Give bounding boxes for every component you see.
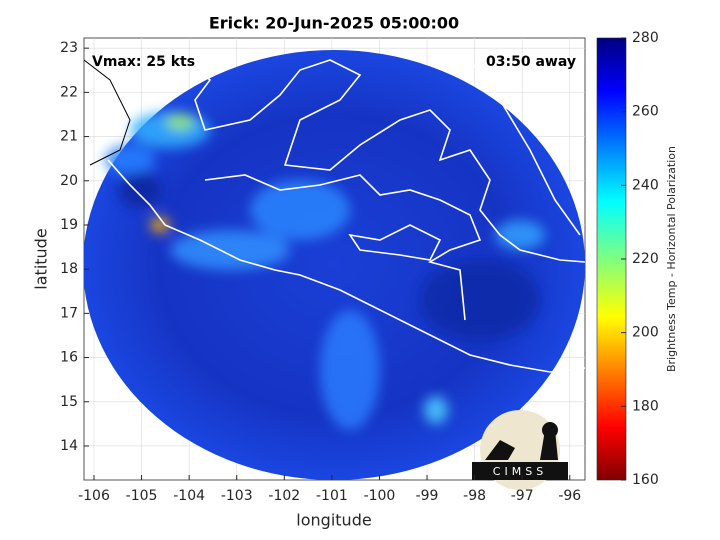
y-tick-label: 16 <box>60 350 78 366</box>
colorbar-tick-label: 260 <box>632 104 659 120</box>
colorbar-tick-label: 240 <box>632 177 659 193</box>
x-tick-label: -104 <box>173 488 205 504</box>
x-tick-label: -105 <box>126 488 158 504</box>
y-axis-label: latitude <box>32 228 51 289</box>
vmax-annotation: Vmax: 25 kts <box>92 54 195 70</box>
x-tick-label: -106 <box>78 488 110 504</box>
y-tick-label: 17 <box>60 305 78 321</box>
imagery <box>84 50 585 480</box>
colorbar-tick-label: 180 <box>632 398 659 414</box>
colorbar-tick-label: 220 <box>632 251 659 267</box>
colorbar-tick-label: 280 <box>632 30 659 46</box>
x-tick-label: -103 <box>221 488 253 504</box>
y-tick-label: 22 <box>60 84 78 100</box>
x-tick-label: -98 <box>463 488 486 504</box>
x-tick-label: -96 <box>558 488 581 504</box>
x-tick-label: -102 <box>268 488 300 504</box>
y-tick-label: 20 <box>60 173 78 189</box>
x-tick-label: -100 <box>364 488 396 504</box>
y-tick-label: 21 <box>60 129 78 145</box>
x-tick-label: -97 <box>511 488 534 504</box>
cimss-logo: CIMSS <box>472 410 568 490</box>
x-tick-label: -99 <box>416 488 439 504</box>
colorbar-tick-label: 160 <box>632 472 659 488</box>
distance-annotation: 03:50 away <box>486 54 576 70</box>
y-tick-label: 23 <box>60 40 78 56</box>
colorbar-tick-label: 200 <box>632 325 659 341</box>
y-tick-label: 18 <box>60 261 78 277</box>
y-tick-label: 14 <box>60 438 78 454</box>
x-tick-label: -101 <box>316 488 348 504</box>
map-title: Erick: 20-Jun-2025 05:00:00 <box>209 14 459 33</box>
logo-text: CIMSS <box>493 465 547 478</box>
y-tick-label: 19 <box>60 217 78 233</box>
y-tick-label: 15 <box>60 394 78 410</box>
colorbar-label: Brightness Temp - Horizontal Polarizatio… <box>665 146 678 372</box>
x-axis-label: longitude <box>296 511 371 530</box>
